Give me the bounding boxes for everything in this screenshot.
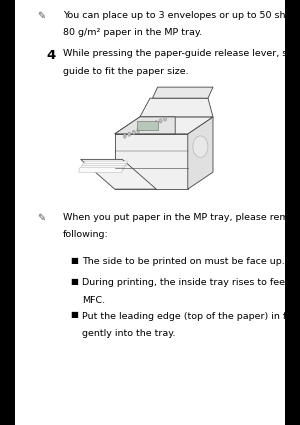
- Text: 80 g/m² paper in the MP tray.: 80 g/m² paper in the MP tray.: [63, 28, 202, 37]
- Circle shape: [154, 121, 158, 125]
- Circle shape: [146, 125, 149, 129]
- Text: During printing, the inside tray rises to feed paper into the: During printing, the inside tray rises t…: [82, 278, 300, 287]
- Circle shape: [141, 126, 144, 130]
- Polygon shape: [81, 159, 156, 189]
- Text: gently into the tray.: gently into the tray.: [82, 329, 176, 338]
- Text: ■: ■: [70, 256, 78, 265]
- Polygon shape: [79, 167, 123, 173]
- Text: following:: following:: [63, 230, 109, 239]
- Polygon shape: [83, 161, 127, 166]
- Polygon shape: [115, 117, 175, 134]
- Text: The side to be printed on must be face up.: The side to be printed on must be face u…: [82, 257, 285, 266]
- Text: Put the leading edge (top of the paper) in first and push it: Put the leading edge (top of the paper) …: [82, 312, 300, 320]
- Text: guide to fit the paper size.: guide to fit the paper size.: [63, 67, 189, 76]
- Polygon shape: [80, 165, 124, 170]
- Text: ✎: ✎: [38, 11, 46, 21]
- Polygon shape: [137, 121, 158, 130]
- Circle shape: [137, 128, 140, 133]
- Polygon shape: [115, 134, 188, 189]
- Text: MFC.: MFC.: [82, 296, 106, 305]
- Text: You can place up to 3 envelopes or up to 50 sheets of 20 lb or: You can place up to 3 envelopes or up to…: [63, 11, 300, 20]
- Polygon shape: [82, 163, 126, 168]
- Polygon shape: [140, 98, 213, 117]
- Circle shape: [193, 136, 208, 157]
- Circle shape: [150, 122, 153, 127]
- Circle shape: [159, 119, 162, 123]
- Circle shape: [123, 134, 126, 138]
- Polygon shape: [115, 117, 213, 134]
- Text: When you put paper in the MP tray, please remember the: When you put paper in the MP tray, pleas…: [63, 212, 300, 221]
- Text: While pressing the paper-guide release lever, slide the paper: While pressing the paper-guide release l…: [63, 49, 300, 58]
- Polygon shape: [188, 117, 213, 189]
- Text: ■: ■: [70, 310, 78, 319]
- Circle shape: [164, 117, 166, 121]
- Text: ■: ■: [70, 277, 78, 286]
- Text: 4: 4: [46, 49, 56, 62]
- Circle shape: [128, 132, 131, 136]
- Polygon shape: [152, 87, 213, 98]
- Circle shape: [132, 130, 135, 134]
- Text: ✎: ✎: [38, 212, 46, 223]
